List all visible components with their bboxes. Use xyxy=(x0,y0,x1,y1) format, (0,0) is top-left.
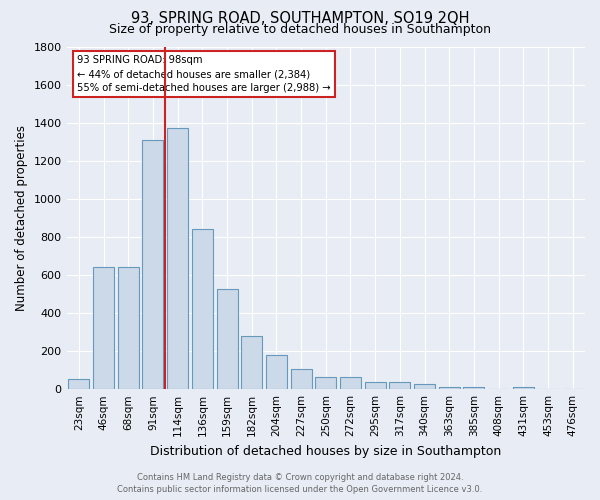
Bar xyxy=(167,128,188,389)
Bar xyxy=(68,378,89,389)
Bar xyxy=(142,140,163,389)
Bar xyxy=(290,369,311,389)
Bar xyxy=(192,230,213,389)
Bar xyxy=(217,289,238,389)
X-axis label: Distribution of detached houses by size in Southampton: Distribution of detached houses by size … xyxy=(150,444,502,458)
Bar xyxy=(414,384,435,389)
Bar xyxy=(241,336,262,389)
Text: Size of property relative to detached houses in Southampton: Size of property relative to detached ho… xyxy=(109,22,491,36)
Bar xyxy=(118,268,139,389)
Bar xyxy=(439,388,460,389)
Text: 93, SPRING ROAD, SOUTHAMPTON, SO19 2QH: 93, SPRING ROAD, SOUTHAMPTON, SO19 2QH xyxy=(131,11,469,26)
Text: Contains HM Land Registry data © Crown copyright and database right 2024.
Contai: Contains HM Land Registry data © Crown c… xyxy=(118,472,482,494)
Bar xyxy=(389,382,410,389)
Bar xyxy=(93,268,114,389)
Bar xyxy=(340,377,361,389)
Text: 93 SPRING ROAD: 98sqm
← 44% of detached houses are smaller (2,384)
55% of semi-d: 93 SPRING ROAD: 98sqm ← 44% of detached … xyxy=(77,55,331,93)
Bar xyxy=(463,388,484,389)
Bar xyxy=(365,382,386,389)
Bar xyxy=(513,388,534,389)
Y-axis label: Number of detached properties: Number of detached properties xyxy=(15,125,28,311)
Bar xyxy=(315,377,336,389)
Bar xyxy=(266,356,287,389)
